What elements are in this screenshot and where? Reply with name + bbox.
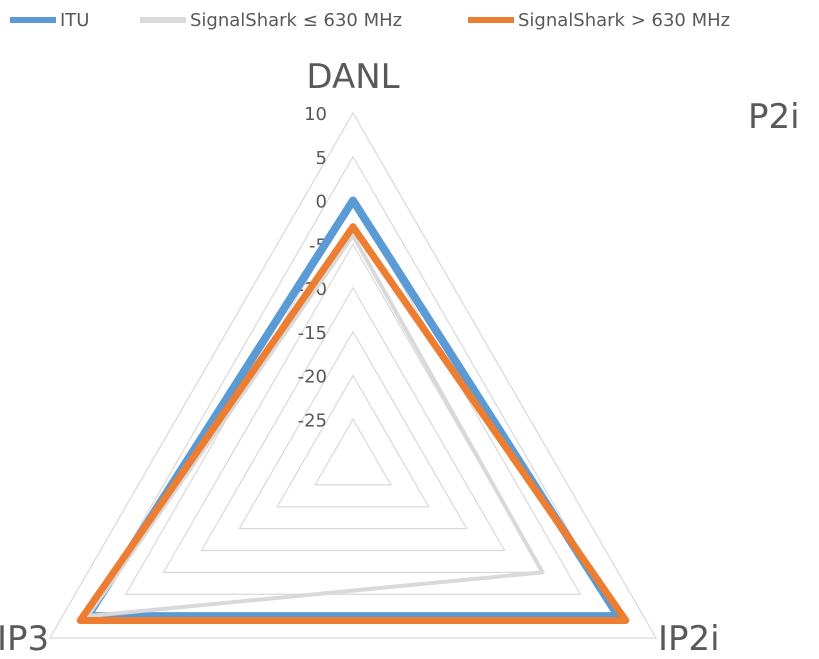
corner-label: P2i bbox=[748, 97, 800, 137]
axis-label-ip2i: IP2i bbox=[658, 619, 720, 659]
legend-label-itu: ITU bbox=[60, 10, 89, 31]
grid-ring bbox=[124, 199, 582, 595]
tick-label: 5 bbox=[316, 148, 327, 169]
grid-ring bbox=[200, 286, 506, 552]
grid-ring bbox=[238, 330, 468, 530]
tick-label: -25 bbox=[298, 410, 327, 431]
grid-ring bbox=[276, 374, 430, 508]
radar-series bbox=[76, 196, 630, 624]
legend-label-signalshark-low: SignalShark ≤ 630 MHz bbox=[190, 10, 402, 31]
legend: ITU SignalShark ≤ 630 MHz SignalShark > … bbox=[10, 10, 730, 31]
legend-label-signalshark-high: SignalShark > 630 MHz bbox=[518, 10, 730, 31]
radar-grid bbox=[48, 111, 658, 639]
grid-ring bbox=[314, 418, 392, 486]
series-line-0 bbox=[83, 196, 623, 621]
tick-label: 0 bbox=[316, 192, 327, 213]
axis-label-danl: DANL bbox=[306, 57, 399, 97]
axis-label-ip3: IP3 bbox=[0, 619, 49, 659]
tick-label: -15 bbox=[298, 323, 327, 344]
series-line-1 bbox=[85, 233, 545, 619]
grid-ring bbox=[162, 243, 544, 573]
tick-label: 10 bbox=[304, 104, 327, 125]
tick-label: -20 bbox=[298, 367, 327, 388]
grid-ring bbox=[48, 111, 658, 639]
series-line-2 bbox=[76, 223, 630, 624]
